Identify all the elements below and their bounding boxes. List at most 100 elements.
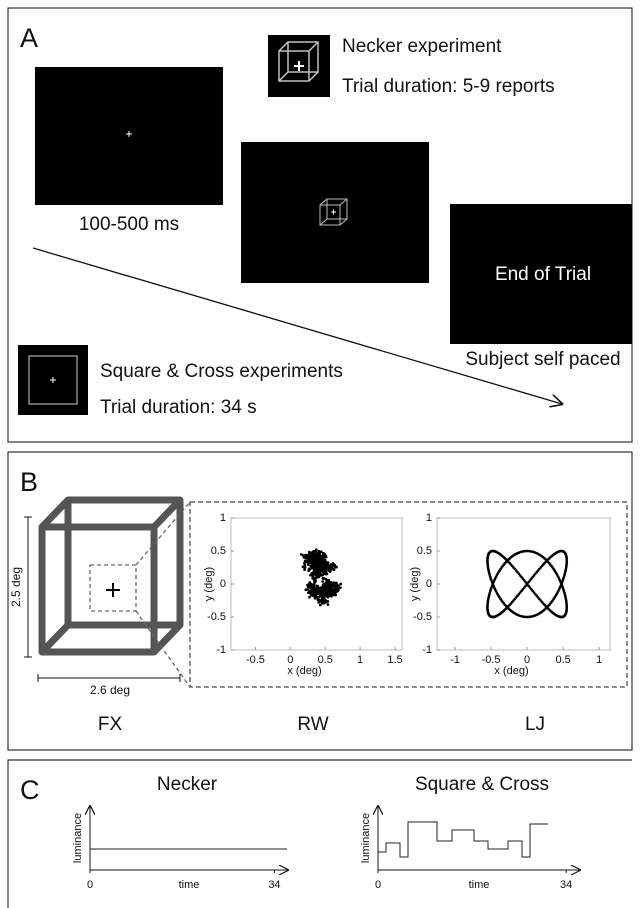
- x-tick-label: 34: [560, 879, 572, 891]
- trajectory-dot: [324, 570, 328, 574]
- trajectory-dot: [328, 566, 332, 570]
- y-axis-label: y (deg): [409, 567, 421, 601]
- trajectory-dot: [322, 589, 326, 593]
- trajectory-dot: [320, 557, 323, 561]
- trajectory-dot: [308, 595, 311, 599]
- plot-axes: [230, 517, 403, 651]
- trajectory-dot: [303, 563, 307, 567]
- trajectory-dot: [330, 592, 334, 596]
- trajectory-dot: [312, 550, 316, 553]
- trajectory-dot: [317, 563, 321, 567]
- fixation-cross: [106, 583, 120, 597]
- trajectory-dot: [321, 573, 325, 577]
- trajectory-dot: [315, 569, 319, 573]
- plot-title: Necker: [157, 774, 218, 795]
- trajectory-dot: [332, 564, 336, 568]
- trajectory-dot: [310, 594, 314, 597]
- fixation-region: [89, 564, 137, 612]
- trajectory-dot: [314, 567, 317, 570]
- x-tick-label: 0.5: [555, 654, 570, 666]
- zoom-lines: [135, 501, 191, 688]
- trajectory-dot: [303, 568, 306, 571]
- y-tick-label: -0.5: [207, 611, 226, 623]
- x-tick-label: -0.5: [246, 654, 265, 666]
- trajectory-dot: [321, 585, 325, 589]
- y-axis-label: luminance: [72, 813, 84, 863]
- plot-title: Square & Cross: [415, 774, 549, 795]
- height-label: 2.5 deg: [9, 567, 23, 607]
- trajectory-dot: [524, 580, 528, 584]
- trajectory-dot: [303, 561, 306, 565]
- x-tick-label: -1: [450, 654, 460, 666]
- condition-label: RW: [297, 714, 328, 735]
- trajectory: [299, 548, 343, 607]
- x-tick-label: 1.5: [387, 654, 402, 666]
- trajectory-dot: [312, 558, 316, 561]
- trajectory-dot: [312, 566, 315, 570]
- trajectory-dot: [328, 588, 332, 592]
- x-tick-label: 1: [596, 654, 602, 666]
- square-duration: Trial duration: 34 s: [100, 397, 257, 418]
- trajectory-dot: [327, 568, 331, 572]
- trajectory-dot: [335, 583, 339, 586]
- trajectory-dot: [307, 558, 311, 561]
- trajectory-dot: [310, 584, 313, 588]
- trajectory-dot: [329, 563, 333, 567]
- trajectory-dot: [318, 574, 322, 577]
- trajectory-dot: [322, 596, 326, 600]
- y-tick-label: 1: [426, 512, 432, 524]
- trajectory-dot: [317, 571, 321, 575]
- trajectory-dot: [316, 561, 319, 564]
- trajectory-dot: [299, 553, 303, 556]
- trajectory-dot: [323, 567, 327, 571]
- y-tick-label: -1: [422, 644, 432, 656]
- trajectory-dot: [321, 601, 325, 605]
- trajectory-dot: [306, 588, 310, 591]
- necker-title: Necker experiment: [342, 36, 502, 57]
- trajectory-dot: [339, 582, 343, 586]
- self-paced: Subject self paced: [465, 349, 620, 370]
- icon-cube: [278, 41, 319, 82]
- luminance-trace: [378, 821, 548, 858]
- trajectory-dot: [321, 580, 325, 583]
- panel-b-frame: [7, 451, 633, 751]
- trajectory-dot: [324, 592, 328, 596]
- icon-square: [28, 355, 78, 405]
- trajectory-dot: [320, 595, 324, 599]
- zoom-box: [189, 501, 628, 688]
- panel-c-frame: [7, 759, 632, 908]
- trajectory-dot: [308, 555, 312, 559]
- trajectory-dot: [338, 586, 342, 590]
- trajectory-dot: [317, 565, 321, 569]
- trajectory-dot: [314, 548, 318, 552]
- trajectory-dot: [317, 598, 321, 602]
- large-cube: [38, 496, 184, 656]
- screen-end: [450, 204, 632, 344]
- x-tick-label: 0: [524, 654, 530, 666]
- trajectory-dot: [335, 565, 338, 569]
- trajectory-dot: [313, 594, 317, 598]
- condition-label: LJ: [525, 714, 545, 735]
- trajectory-dot: [316, 574, 320, 578]
- trajectory-dot: [314, 552, 318, 556]
- trajectory-dot: [318, 589, 322, 593]
- end-text: End of Trial: [495, 264, 591, 285]
- dimension-ends: [24, 516, 181, 682]
- trajectory-dot: [323, 559, 327, 563]
- trajectory-dot: [317, 596, 321, 599]
- width-label: 2.6 deg: [90, 683, 130, 697]
- y-tick-label: -1: [216, 644, 226, 656]
- trajectory-dot: [334, 585, 338, 589]
- fixation-cross: [126, 131, 132, 137]
- x-axis-label: time: [469, 879, 490, 891]
- trajectory-dot: [317, 550, 321, 554]
- trajectory-dot: [324, 555, 328, 559]
- panel-label: C: [20, 775, 40, 805]
- trajectory-dot: [312, 553, 315, 557]
- x-tick-label: -0.5: [482, 654, 501, 666]
- icon-cross: [294, 61, 304, 71]
- trajectory-dot: [331, 567, 335, 571]
- trajectory-dot: [336, 588, 340, 592]
- trajectory-dot: [313, 596, 317, 600]
